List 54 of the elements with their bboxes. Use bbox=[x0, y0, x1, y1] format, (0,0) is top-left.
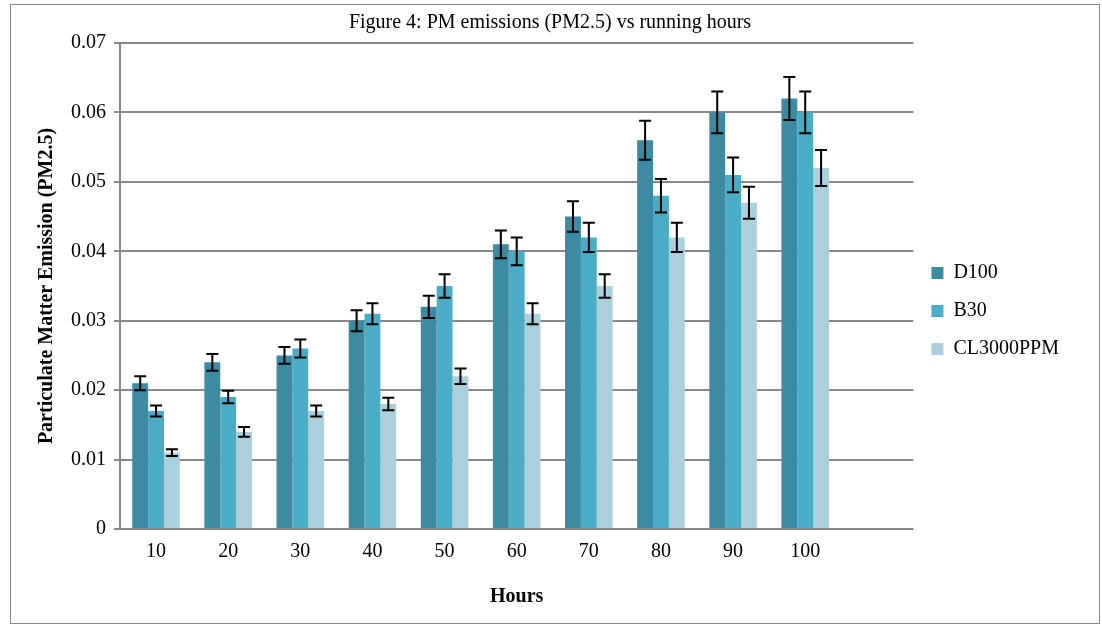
bar bbox=[292, 348, 309, 528]
bar bbox=[436, 286, 453, 528]
y-tick-label: 0.03 bbox=[71, 307, 106, 330]
bar bbox=[781, 98, 798, 528]
y-tick-label: 0 bbox=[96, 516, 106, 539]
x-tick-label: 10 bbox=[146, 539, 167, 562]
y-tick-label: 0.07 bbox=[71, 30, 106, 53]
x-tick-label: 30 bbox=[290, 539, 311, 562]
bar bbox=[797, 112, 814, 528]
bar bbox=[380, 404, 397, 528]
x-axis-title: Hours bbox=[490, 584, 544, 607]
legend-label: CL3000PPM bbox=[953, 336, 1060, 359]
bar bbox=[668, 237, 685, 528]
bar bbox=[637, 140, 654, 528]
bar bbox=[148, 410, 164, 528]
x-tick-label: 50 bbox=[434, 539, 455, 562]
x-tick-label: 60 bbox=[506, 539, 527, 562]
bar bbox=[236, 431, 252, 528]
bar bbox=[813, 167, 830, 528]
bar bbox=[653, 195, 669, 528]
x-tick-label: 90 bbox=[723, 539, 744, 562]
y-tick-label: 0.01 bbox=[71, 446, 106, 469]
y-tick-label: 0.04 bbox=[71, 238, 106, 261]
bar bbox=[132, 383, 149, 528]
bar bbox=[741, 202, 757, 528]
bar bbox=[276, 355, 293, 528]
legend-label: D100 bbox=[953, 260, 998, 283]
chart-title: Figure 4: PM emissions (PM2.5) vs running hours bbox=[348, 10, 752, 34]
bar bbox=[348, 320, 365, 528]
y-axis-title: Particulate Matter Emission (PM2.5) bbox=[34, 127, 58, 445]
bar bbox=[452, 376, 469, 528]
x-tick-label: 40 bbox=[362, 539, 383, 562]
bar bbox=[308, 410, 325, 528]
legend-label: B30 bbox=[953, 298, 987, 321]
x-tick-label: 70 bbox=[578, 539, 599, 562]
bar bbox=[220, 397, 237, 528]
bar bbox=[580, 237, 597, 528]
y-tick-label: 0.02 bbox=[71, 377, 106, 400]
bar bbox=[164, 452, 180, 528]
bar bbox=[524, 313, 541, 528]
bar bbox=[364, 313, 381, 528]
bar bbox=[725, 174, 742, 528]
x-tick-label: 20 bbox=[218, 539, 239, 562]
y-tick-label: 0.06 bbox=[71, 99, 106, 122]
bar bbox=[596, 286, 613, 528]
bar bbox=[565, 216, 581, 528]
y-tick-label: 0.05 bbox=[71, 169, 106, 192]
bar bbox=[492, 244, 509, 528]
x-tick-label: 80 bbox=[650, 539, 671, 562]
bar bbox=[204, 362, 221, 528]
bar bbox=[508, 251, 525, 528]
x-tick-label: 100 bbox=[790, 539, 821, 562]
bar bbox=[420, 306, 437, 528]
bar bbox=[709, 112, 726, 528]
